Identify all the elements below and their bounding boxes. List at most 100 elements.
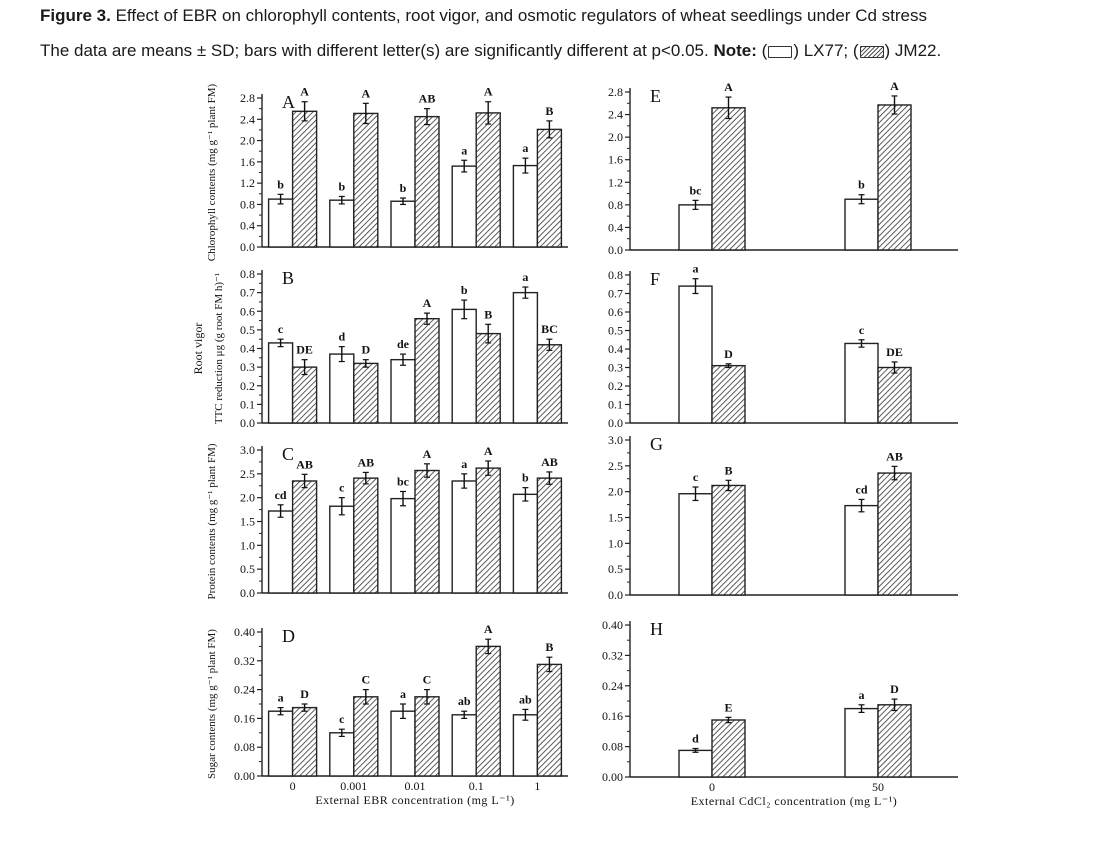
y-axis-outer-label: Root vigor (191, 323, 205, 375)
x-axis-label: External CdCl₂ concentration (mg L⁻¹) (691, 794, 898, 808)
figure-caption-note: The data are means ± SD; bars with diffe… (40, 41, 941, 61)
panel-label: G (650, 434, 663, 454)
y-tick-label: 0.0 (240, 586, 255, 600)
bar-lx77 (844, 342, 879, 424)
significance-letter: AB (357, 455, 374, 469)
y-tick-label: 2.0 (240, 491, 255, 505)
bar-lx77 (390, 200, 416, 248)
significance-letter: bc (397, 474, 410, 488)
bar-jm22 (414, 115, 440, 248)
y-tick-label: 0.5 (240, 562, 255, 576)
significance-letter: a (461, 143, 467, 157)
significance-letter: cd (856, 482, 868, 496)
y-tick-label: 2.4 (240, 112, 255, 126)
y-tick-label: 0.1 (608, 398, 623, 412)
y-tick-label: 3.0 (240, 443, 255, 457)
significance-letter: d (692, 732, 699, 746)
y-tick-label: 1.6 (608, 153, 623, 167)
figure-label: Figure 3. (40, 6, 111, 25)
y-tick-label: 2.8 (240, 91, 255, 105)
x-tick-label: 0.01 (405, 779, 426, 793)
note-label: Note: (713, 41, 757, 60)
bar-lx77 (329, 199, 355, 248)
bar-lx77 (267, 710, 294, 777)
caption-stat-note: The data are means ± SD; bars with diffe… (40, 41, 709, 60)
y-tick-label: 0.00 (234, 769, 255, 783)
y-tick-label: 0.40 (602, 618, 623, 632)
y-tick-label: 2.0 (608, 130, 623, 144)
bar-jm22 (475, 112, 501, 248)
bar-jm22 (877, 366, 912, 424)
bar-jm22 (291, 110, 318, 248)
bar-lx77 (512, 493, 539, 594)
y-tick-label: 2.0 (240, 134, 255, 148)
bar-lx77 (678, 285, 713, 424)
x-tick-label: 0 (290, 779, 296, 793)
y-tick-label: 0.16 (602, 709, 623, 723)
significance-letter: a (522, 141, 528, 155)
bar-lx77 (678, 749, 713, 778)
x-tick-label: 0 (709, 780, 715, 794)
y-tick-label: 0.3 (240, 360, 255, 374)
significance-letter: A (484, 622, 493, 636)
significance-letter: B (724, 463, 732, 477)
significance-letter: B (484, 307, 492, 321)
bar-lx77 (451, 714, 477, 777)
significance-letter: c (859, 323, 865, 337)
significance-letter: d (338, 330, 345, 344)
significance-letter: AB (886, 449, 903, 463)
panel-b: 0.0 0.1 0.2 0.3 0.4 0.5 0.6 0.7 0.8 Bc DE d D de Ab Ba B… (191, 267, 568, 430)
significance-letter: D (361, 343, 370, 357)
significance-letter: AB (296, 457, 313, 471)
x-tick-label: 0.001 (340, 779, 367, 793)
bar-lx77 (678, 204, 713, 251)
significance-letter: a (522, 270, 528, 284)
bar-jm22 (291, 366, 318, 424)
y-tick-label: 0.7 (240, 286, 255, 300)
y-tick-label: 2.0 (608, 485, 623, 499)
y-axis-label: Chlorophyll contents (mg g⁻¹ plant FM) (206, 83, 218, 261)
bar-jm22 (536, 477, 563, 594)
legend-swatch-jm22 (859, 45, 884, 58)
y-tick-label: 0.7 (608, 287, 623, 301)
significance-letter: c (339, 481, 345, 495)
bar-jm22 (877, 104, 912, 251)
significance-letter: a (278, 691, 284, 705)
bar-lx77 (512, 291, 539, 424)
bar-lx77 (390, 497, 416, 594)
y-tick-label: 1.6 (240, 155, 255, 169)
significance-letter: b (400, 181, 407, 195)
significance-letter: b (522, 471, 529, 485)
significance-letter: B (545, 104, 553, 118)
significance-letter: a (400, 687, 406, 701)
significance-letter: D (724, 347, 733, 361)
bar-jm22 (475, 645, 501, 777)
x-tick-label: 1 (534, 779, 540, 793)
y-tick-label: 0.32 (602, 648, 623, 662)
bar-lx77 (267, 510, 294, 594)
significance-letter: b (277, 177, 284, 191)
y-tick-label: 0.8 (608, 268, 623, 282)
figure-caption-title: Figure 3. Effect of EBR on chlorophyll c… (40, 6, 927, 26)
y-tick-label: 2.5 (240, 467, 255, 481)
bar-lx77 (512, 714, 539, 777)
y-tick-label: 0.40 (234, 625, 255, 639)
bar-jm22 (711, 484, 746, 596)
x-axis-label: External EBR concentration (mg L⁻¹) (315, 793, 514, 807)
bar-jm22 (353, 696, 379, 777)
bar-jm22 (291, 706, 318, 777)
legend-swatch-lx77 (768, 45, 793, 58)
y-tick-label: 2.4 (608, 108, 623, 122)
significance-letter: D (890, 682, 899, 696)
y-tick-label: 1.0 (240, 538, 255, 552)
significance-letter: c (339, 712, 345, 726)
y-tick-label: 0.8 (240, 197, 255, 211)
significance-letter: ab (458, 694, 471, 708)
y-tick-label: 0.1 (240, 397, 255, 411)
panel-label: H (650, 619, 663, 639)
bar-lx77 (844, 504, 879, 596)
y-tick-label: 0.0 (608, 416, 623, 430)
significance-letter: C (361, 673, 370, 687)
y-tick-label: 0.4 (608, 342, 623, 356)
